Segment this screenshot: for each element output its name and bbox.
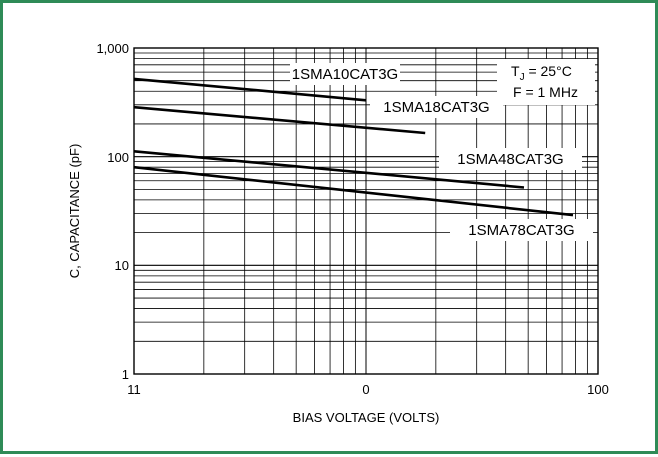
series-label-background bbox=[290, 63, 400, 85]
y-tick-label: 1 bbox=[122, 367, 129, 382]
x-tick-label: 0 bbox=[362, 382, 369, 397]
series-label-1sma48cat3g: 1SMA48CAT3G bbox=[457, 151, 563, 168]
capacitance-chart: 1SMA10CAT3G 1SMA18CAT3G 1SMA48CAT3G 1SMA78C… bbox=[67, 41, 609, 425]
series-lines bbox=[133, 77, 574, 217]
series-label-1sma18cat3g: 1SMA18CAT3G bbox=[383, 99, 489, 116]
frequency-condition: F = 1 MHz bbox=[513, 84, 578, 100]
x-tick-label: 100 bbox=[587, 382, 609, 397]
series-line-1sma10cat3g bbox=[133, 77, 367, 102]
series-line-1sma48cat3g bbox=[133, 150, 525, 189]
series-label-1sma10cat3g: 1SMA10CAT3G bbox=[292, 66, 398, 83]
series-label-1sma78cat3g: 1SMA78CAT3G bbox=[468, 222, 574, 239]
y-tick-label: 1,000 bbox=[96, 41, 129, 56]
conditions-box: TJ = 25°C F = 1 MHz bbox=[497, 59, 595, 105]
series-line-1sma78cat3g bbox=[133, 165, 574, 217]
y-axis-title: C, CAPACITANCE (pF) bbox=[67, 144, 82, 279]
series-label-background bbox=[370, 96, 503, 118]
series-line-1sma18cat3g bbox=[133, 105, 426, 135]
x-axis-title: BIAS VOLTAGE (VOLTS) bbox=[293, 410, 440, 425]
x-tick-label: 11 bbox=[127, 382, 141, 397]
series-label-background bbox=[450, 219, 593, 241]
y-tick-label: 10 bbox=[115, 258, 129, 273]
series-label-background bbox=[439, 148, 582, 170]
plot-area bbox=[133, 47, 599, 375]
tj-condition: TJ = 25°C bbox=[511, 63, 572, 83]
series-labels: 1SMA10CAT3G 1SMA18CAT3G 1SMA48CAT3G 1SMA78C… bbox=[290, 63, 593, 241]
y-tick-label: 100 bbox=[107, 150, 129, 165]
